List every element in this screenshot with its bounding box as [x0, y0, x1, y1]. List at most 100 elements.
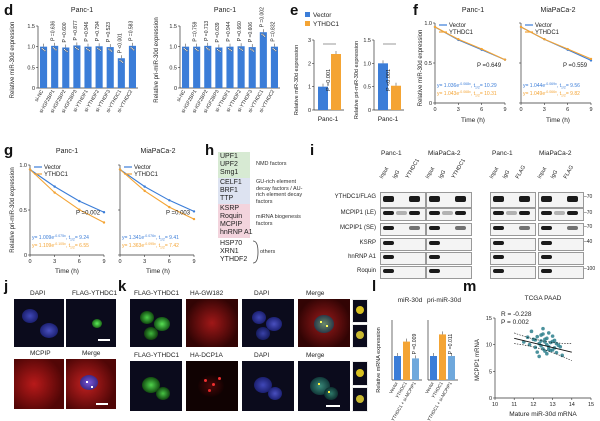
factor-group-mirna [218, 204, 250, 238]
panel-label-l: l [372, 278, 377, 295]
wb-band [567, 211, 578, 215]
bar [448, 356, 455, 380]
bar [62, 47, 70, 88]
panel-f-xlabel-0: Time (h) [461, 117, 485, 124]
data-point [194, 47, 197, 50]
wb-band [493, 211, 504, 215]
p-value: P =0.003 [166, 211, 191, 217]
wb-row-1: MCPIP1 (LE) [340, 210, 376, 216]
data-point [77, 48, 80, 51]
panel-label-h: h [205, 142, 215, 159]
wb-row-3: KSRP [359, 240, 376, 246]
tick-label: 1.0 [169, 45, 177, 51]
equation-ythdc1: y= 1.109e-0.105x, t1/2= 6.55 [32, 242, 89, 250]
wb-row-4: hnRNP A1 [348, 254, 376, 260]
tick-label: 0 [489, 396, 492, 402]
data-point [252, 50, 255, 53]
legend-label: Vector [535, 23, 552, 29]
p-value: P <0.001 [386, 69, 392, 91]
tick-label: 10 [492, 402, 498, 408]
tick-label: 13 [550, 402, 556, 408]
series-line [119, 169, 195, 220]
wb-lane-label: IgG [549, 169, 560, 180]
wb-lane-label: FLAG [562, 164, 576, 180]
panel-g-xlabel-0: Time (h) [55, 268, 79, 275]
data-point [53, 47, 56, 50]
panel-e-left-xlabel: Panc-1 [318, 116, 339, 123]
data-point [98, 48, 101, 51]
wb-lane-label: IgG [391, 169, 402, 180]
data-point [251, 49, 254, 52]
factor-ttp: TTP [220, 195, 234, 202]
data-point [120, 60, 123, 63]
data-point [107, 48, 110, 51]
factor-upf2: UPF2 [220, 161, 238, 168]
tick-label: 6 [168, 259, 171, 265]
tick-label: 6 [78, 259, 81, 265]
data-point [185, 49, 188, 52]
panel-label-f: f [413, 2, 418, 19]
panel-k-r2-l1: HA-DCP1A [190, 352, 223, 359]
wb-band [519, 226, 530, 230]
tick-label: 15 [588, 402, 594, 408]
wb-band [429, 211, 440, 215]
micrograph-k2-dcp1a [186, 361, 238, 411]
tick-label: 2 [308, 61, 311, 67]
tick-label: 1.5 [27, 24, 35, 30]
wb-band [429, 241, 440, 245]
bar [391, 85, 401, 110]
panel-f-plot: 0 0.5 1.0 0 3 6 9 P =0.649 y= 1.036e-0.068x, t1/… [424, 21, 592, 113]
panel-label-m: m [463, 278, 477, 295]
category-label: si-NC [34, 89, 46, 103]
wb-lane-label: Input [488, 166, 501, 180]
p-value: P =0.606 [248, 22, 254, 42]
micrograph-merge-j [66, 359, 116, 409]
legend-ythdc1-swatch [305, 21, 310, 26]
wb-band [541, 241, 552, 245]
bar [95, 46, 103, 88]
tick-label: 3 [143, 259, 146, 265]
panel-g-plot: 0 0.5 1.0 0 3 6 9 P =0.002 y= 1.009e-0.075x, t1/… [19, 163, 195, 265]
p-value: P =0.639 [215, 22, 221, 42]
category-label: Vector [388, 381, 399, 395]
data-point [110, 50, 113, 53]
panel-g-title-1: MiaPaCa-2 [140, 148, 175, 155]
wb-band [383, 255, 394, 259]
wb-cell-2: Panc-1 [492, 150, 513, 157]
series-line [29, 169, 105, 213]
bar [128, 45, 136, 88]
panel-l-ylabel: Relative mRNA expression [376, 327, 382, 392]
micrograph-k1-merge [298, 299, 350, 347]
data-point [261, 33, 263, 36]
data-point [274, 49, 277, 52]
scatter-point [546, 347, 551, 352]
panel-m-r: R = -0.228 [501, 311, 532, 318]
factor-desc-nmd: NMD factors [256, 161, 287, 167]
p-value: P =0.649 [477, 63, 502, 69]
bar [403, 341, 410, 380]
micrograph-k1-dapi [242, 299, 294, 347]
bar [117, 58, 125, 88]
wb-band [541, 269, 552, 273]
data-point [109, 49, 112, 52]
wb-band [383, 269, 394, 273]
wb-row-0: YTHDC1/FLAG [334, 194, 376, 200]
data-point [249, 48, 252, 51]
panel-e: Vector YTHDC1 Relative miR-30d expressio… [294, 12, 404, 123]
data-point [227, 47, 230, 50]
confidence-band-upper [514, 332, 572, 344]
tick-label: 11 [511, 402, 517, 408]
wb-band [493, 241, 504, 245]
wb-mw-marker: –40 [584, 239, 593, 245]
panel-label-g: g [4, 142, 14, 159]
data-point [183, 47, 186, 50]
equation-vector: y= 1.036e-0.068x, t1/2= 10.29 [437, 82, 497, 90]
tick-label: 0 [429, 101, 432, 107]
data-point [75, 47, 78, 50]
data-point [121, 61, 124, 64]
p-value: P =0.011 [448, 334, 454, 355]
tick-label: 0 [24, 253, 27, 259]
panel-d-right-ylabel: Relative pri-miR-30d expression [154, 17, 160, 102]
p-value: P =0.600 [62, 22, 68, 42]
